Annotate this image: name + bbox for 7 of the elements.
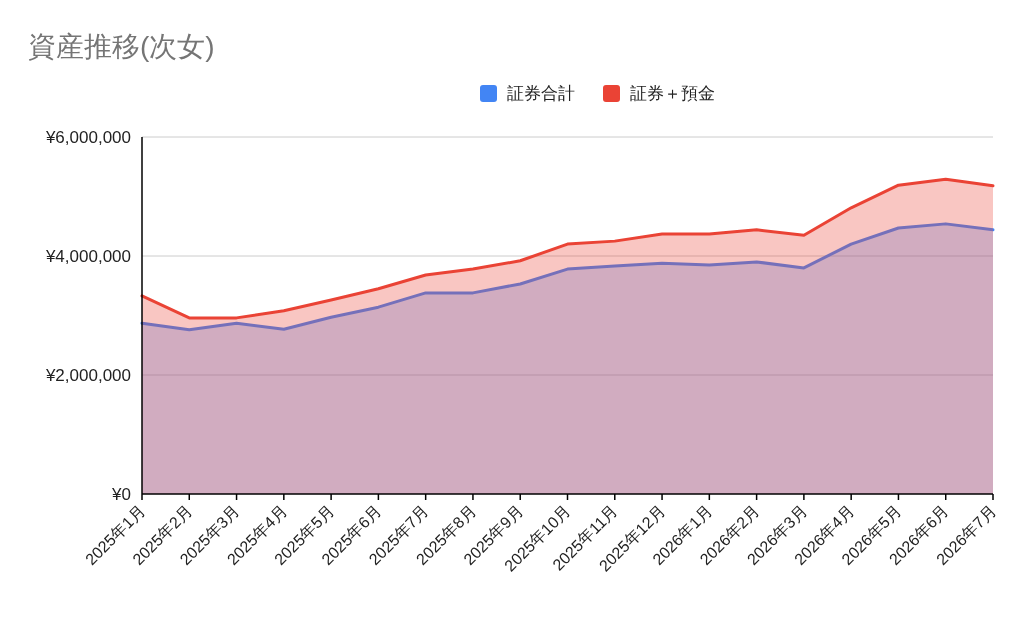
y-tick-label: ¥4,000,000 (44, 247, 131, 266)
y-tick-label: ¥0 (111, 485, 131, 504)
chart-title: 資産推移(次女) (28, 31, 215, 62)
y-tick-label: ¥6,000,000 (44, 128, 131, 147)
legend-label: 証券合計 (507, 84, 575, 103)
y-tick-label: ¥2,000,000 (44, 366, 131, 385)
legend-label: 証券＋預金 (630, 84, 715, 103)
